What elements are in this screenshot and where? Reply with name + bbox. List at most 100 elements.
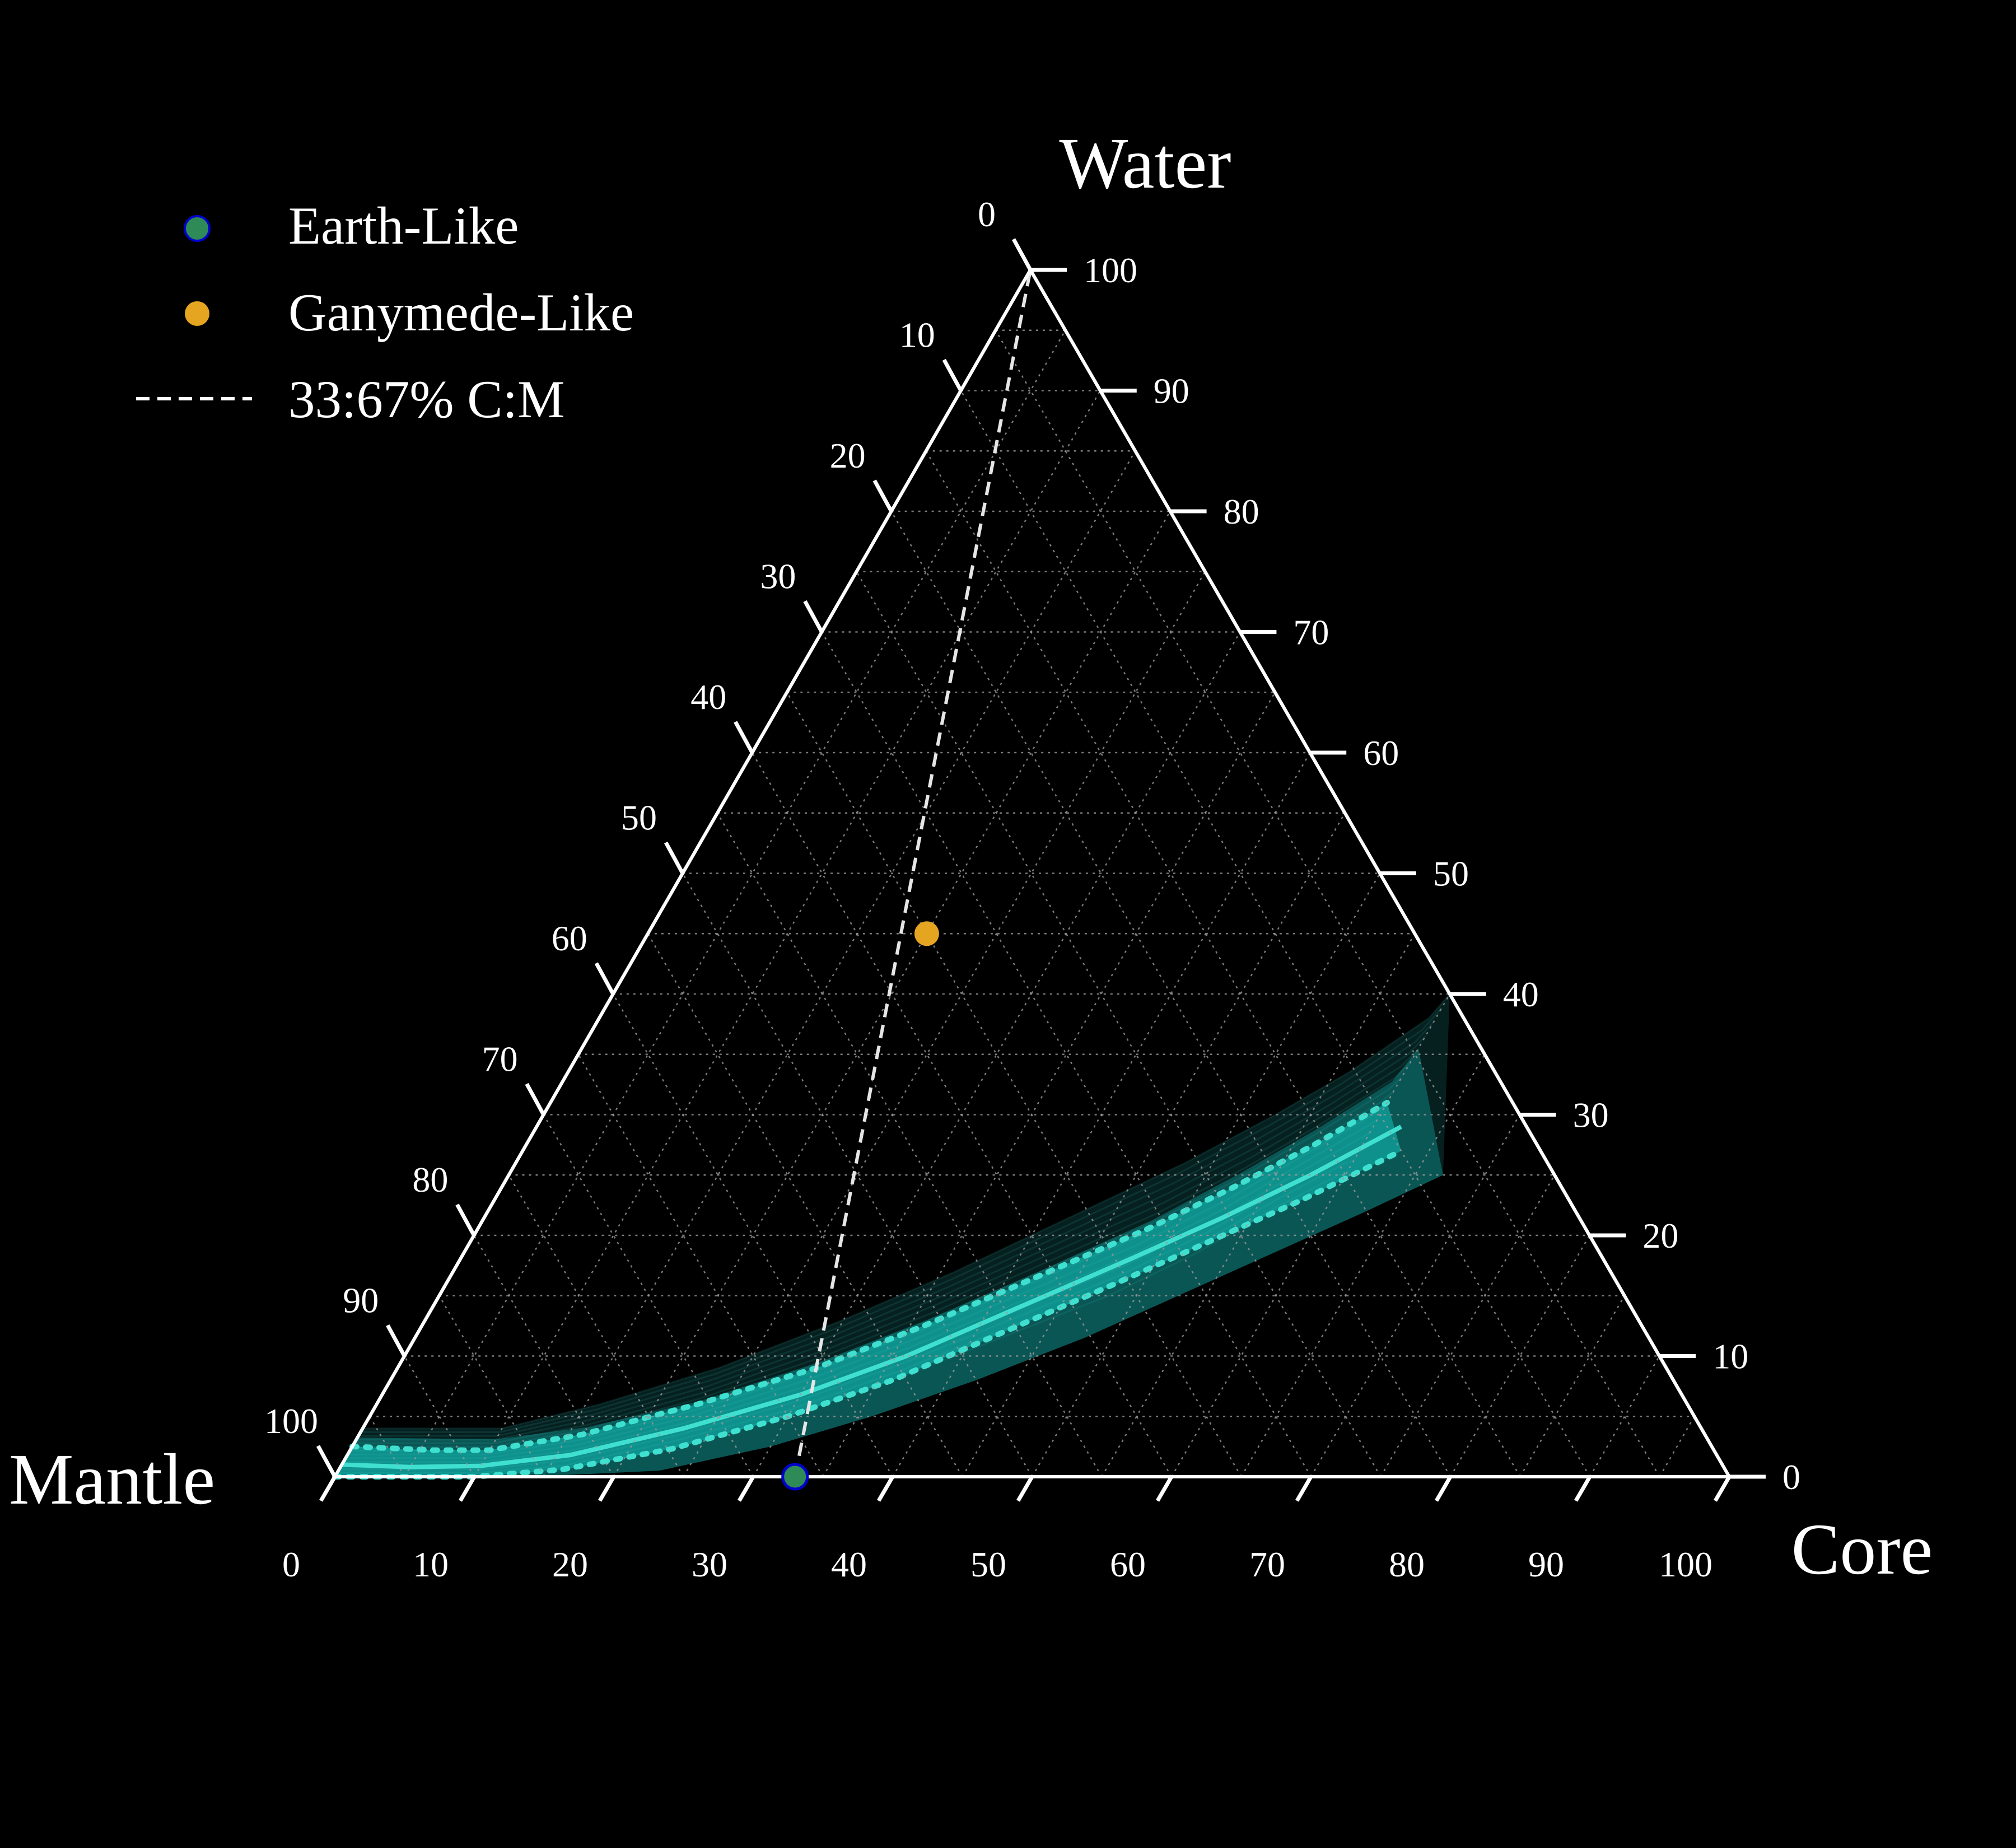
tick-label-mantle: 20	[830, 436, 866, 475]
grid-line-core	[1589, 1355, 1660, 1477]
tick-label-core: 50	[970, 1544, 1006, 1584]
data-point-ganymede-like	[914, 921, 939, 946]
grid-line-core	[1240, 1054, 1486, 1477]
tick-mark-core	[737, 1476, 755, 1502]
grid-line-core	[1031, 872, 1381, 1477]
tick-mark-mantle	[734, 721, 754, 754]
axis-label-water: Water	[1059, 123, 1231, 204]
tick-label-core: 20	[552, 1544, 588, 1584]
legend: Earth-Like Ganymede-Like 33:67% C:M	[136, 196, 634, 429]
tick-label-mantle: 0	[978, 194, 996, 234]
tick-mark-core	[1713, 1476, 1732, 1502]
band-streak	[335, 1174, 1346, 1478]
tick-label-core: 60	[1110, 1544, 1146, 1584]
band-upper-dotted-line	[349, 1100, 1390, 1453]
tick-mark-mantle	[386, 1324, 407, 1357]
tick-mark-core	[1434, 1476, 1453, 1502]
tick-mark-mantle	[872, 479, 893, 512]
tick-label-water: 100	[1084, 250, 1137, 290]
grid-line-core	[613, 511, 1171, 1477]
tick-label-water: 60	[1363, 733, 1399, 773]
band-streak	[354, 1049, 1418, 1444]
tick-mark-core	[1574, 1476, 1592, 1502]
grid-line-mantle	[404, 1355, 475, 1477]
band-inner	[335, 1048, 1443, 1477]
tick-label-core: 80	[1389, 1544, 1425, 1584]
tick-label-mantle: 60	[552, 918, 587, 958]
tick-label-mantle: 50	[621, 798, 657, 838]
grid-line-core	[1310, 1114, 1520, 1477]
band-streak	[362, 993, 1450, 1430]
grid-line-core	[822, 692, 1276, 1477]
legend-label-earth-like: Earth-Like	[288, 196, 519, 255]
tick-label-core: 90	[1528, 1544, 1564, 1584]
tick-mark-mantle	[803, 600, 824, 633]
tick-label-core: 10	[413, 1544, 449, 1584]
tick-label-mantle: 40	[690, 677, 726, 717]
axis-label-mantle: Mantle	[9, 1439, 215, 1520]
grid-line-mantle	[995, 330, 1660, 1477]
grid-line-mantle	[925, 450, 1521, 1477]
grid-line-core	[543, 450, 1136, 1477]
grid-line-mantle	[821, 631, 1312, 1477]
grid-line-mantle	[612, 993, 894, 1477]
grid-line-mantle	[682, 872, 1033, 1477]
tick-mark-core	[1155, 1476, 1174, 1502]
tick-layer: 0 0 0 10 10 10 20 20 20 30 30 30 40 40 40 50 50 50 60 60 60 7…	[264, 194, 1800, 1584]
tick-label-water: 30	[1573, 1095, 1609, 1135]
tick-label-mantle: 70	[482, 1039, 518, 1079]
tick-label-water: 70	[1293, 613, 1329, 652]
grid-line-mantle	[717, 813, 1103, 1477]
band-streak	[352, 1063, 1411, 1448]
grid-lines	[369, 329, 1695, 1477]
tick-label-mantle: 80	[412, 1160, 448, 1200]
data-point-earth-like	[781, 1463, 809, 1491]
legend-label-ganymede-like: Ganymede-Like	[288, 283, 634, 342]
tick-mark-core	[1295, 1476, 1313, 1502]
tick-label-water: 0	[1782, 1457, 1800, 1497]
grid-line-core	[1659, 1416, 1695, 1477]
tick-mark-mantle	[664, 841, 685, 875]
grid-line-mantle	[577, 1054, 824, 1477]
grid-line-core	[752, 631, 1241, 1477]
tick-mark-mantle	[316, 1445, 337, 1478]
tick-mark-core	[1016, 1476, 1034, 1502]
tick-label-water: 50	[1433, 854, 1469, 894]
grid-line-core	[1380, 1174, 1556, 1477]
grid-line-core	[962, 813, 1346, 1477]
grid-line-core	[1170, 993, 1450, 1477]
tick-mark-core	[458, 1476, 477, 1502]
tick-label-water: 40	[1503, 974, 1539, 1014]
tick-label-mantle: 10	[899, 315, 935, 355]
tick-mark-mantle	[525, 1082, 545, 1116]
tick-label-mantle: 90	[343, 1281, 379, 1320]
grid-line-core	[1519, 1295, 1625, 1477]
tick-label-water: 10	[1712, 1337, 1748, 1376]
grid-line-mantle	[369, 1416, 405, 1477]
tick-mark-core	[876, 1476, 895, 1502]
tick-label-water: 80	[1224, 492, 1259, 531]
tick-label-mantle: 100	[264, 1401, 318, 1441]
tick-label-core: 70	[1249, 1544, 1285, 1584]
grid-line-core	[404, 330, 1066, 1477]
tick-mark-mantle	[594, 962, 615, 995]
grid-line-core	[892, 752, 1311, 1477]
legend-label-reference-line: 33:67% C:M	[288, 370, 565, 429]
tick-label-mantle: 30	[760, 557, 796, 596]
tick-label-core: 0	[282, 1544, 300, 1584]
tick-label-water: 20	[1642, 1216, 1678, 1256]
tick-label-water: 90	[1154, 371, 1189, 411]
reference-line-33-67	[793, 269, 1032, 1477]
tick-mark-core	[319, 1476, 337, 1502]
band-median-line	[342, 1124, 1402, 1469]
axis-label-core: Core	[1791, 1509, 1933, 1590]
tick-mark-mantle	[942, 358, 963, 392]
band-streak	[337, 1160, 1354, 1474]
band-streak	[360, 1007, 1443, 1433]
tick-label-core: 40	[831, 1544, 867, 1584]
tick-label-core: 100	[1659, 1544, 1712, 1584]
tick-mark-mantle	[455, 1203, 476, 1236]
tick-mark-mantle	[1011, 238, 1033, 271]
